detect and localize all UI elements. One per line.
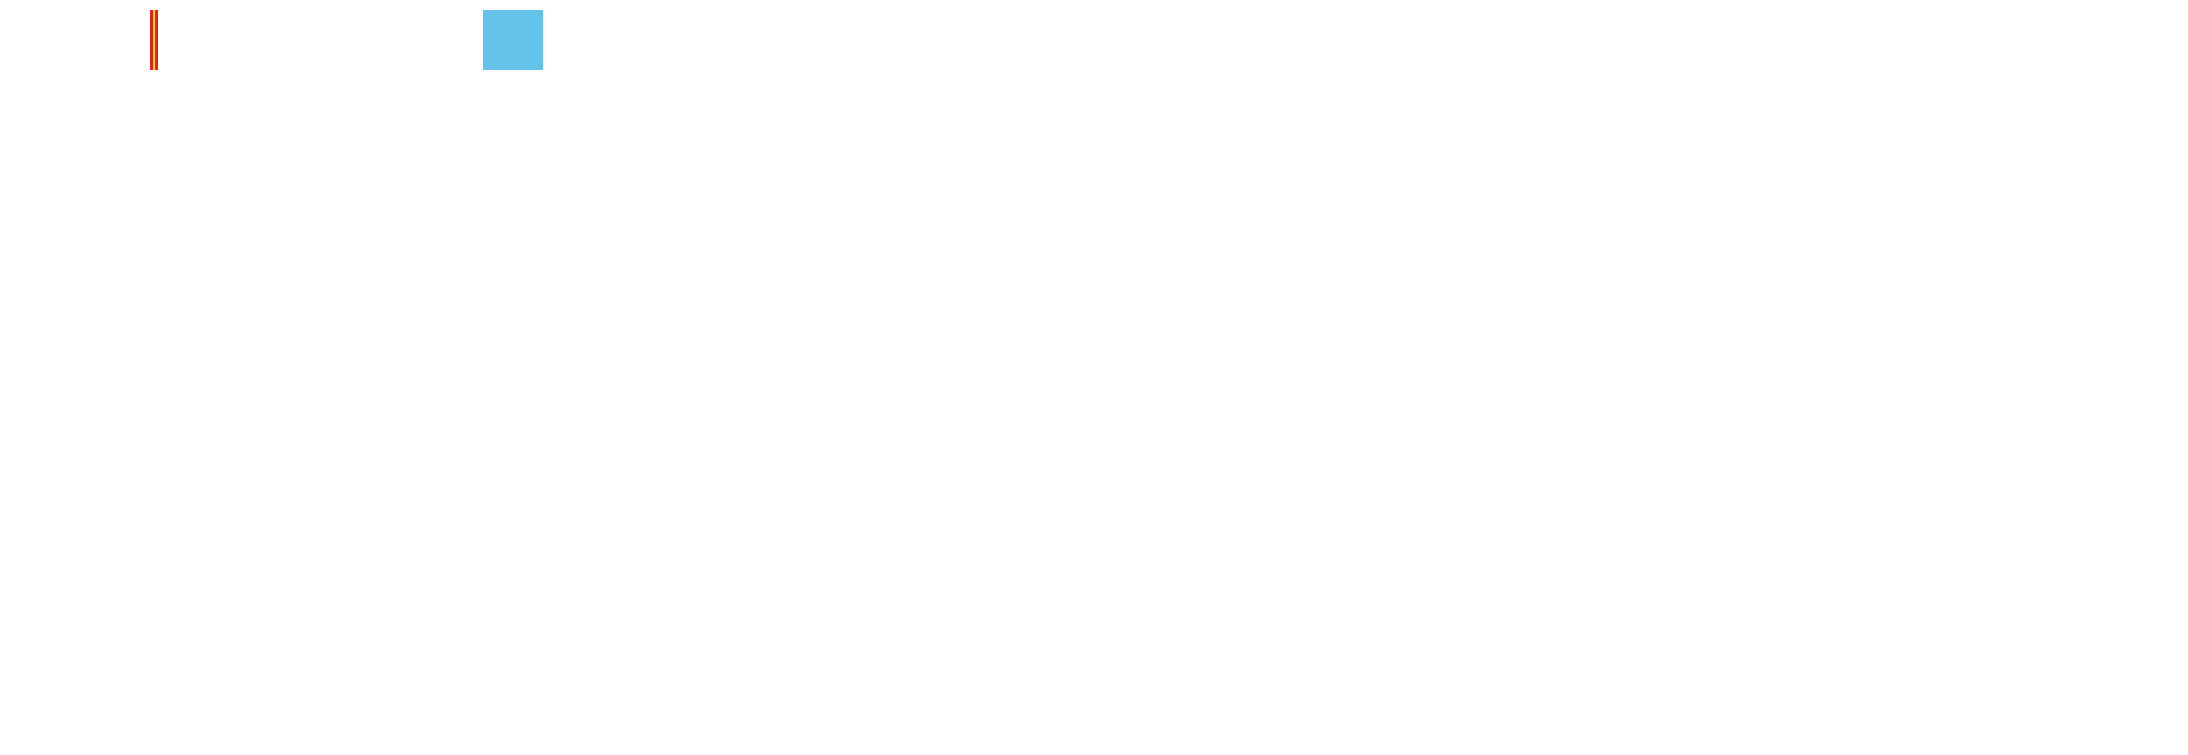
lowe-swatch-icon	[150, 10, 158, 70]
glass-icon-col-3	[1928, 0, 2188, 85]
glass-icon-col-0	[1121, 0, 1386, 85]
air-swatch-icon	[483, 10, 543, 70]
glass-icon-col-1	[1390, 0, 1655, 85]
footnote-text	[0, 93, 2188, 109]
comparison-table	[0, 85, 2188, 93]
glass-icon-col-2	[1659, 0, 1924, 85]
legend-item-air	[483, 10, 558, 70]
glass-icons-row	[0, 0, 2188, 85]
legend-item-lowe	[150, 10, 173, 70]
